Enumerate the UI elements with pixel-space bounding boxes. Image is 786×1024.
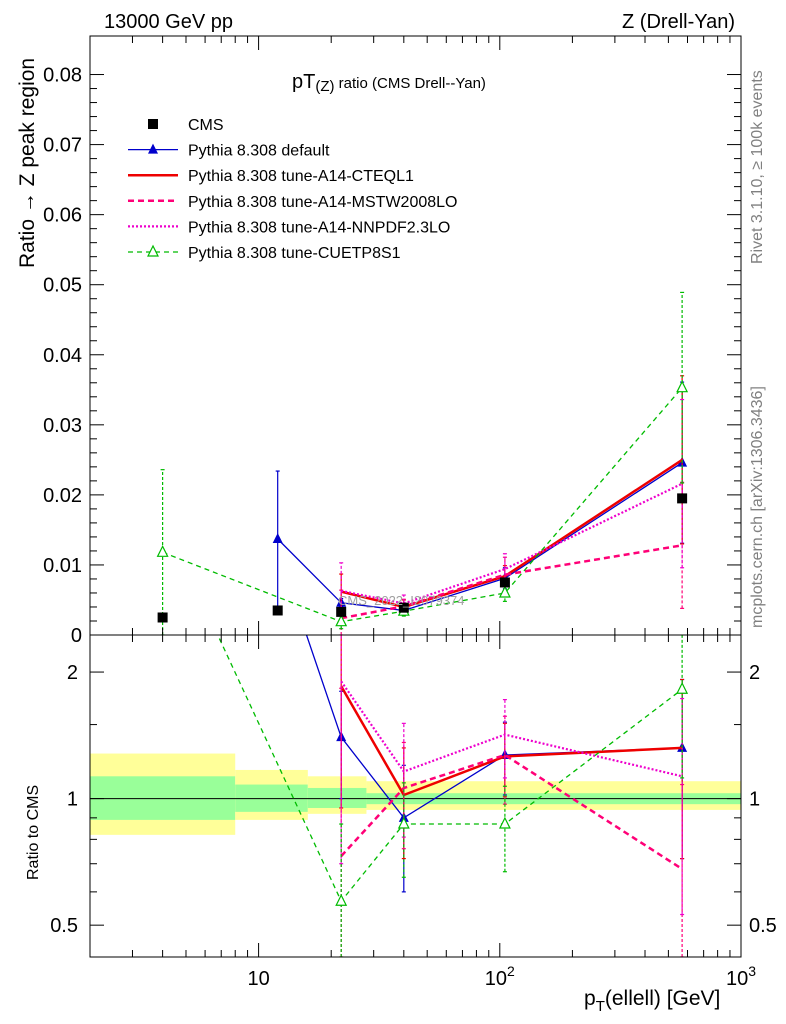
upper-point-cuetp8s1-1 <box>335 614 348 627</box>
header-left: 13000 GeV pp <box>104 11 233 33</box>
lower-ytick-label-1: 1 <box>67 789 78 811</box>
legend-marker-cms <box>148 119 158 129</box>
upper-ytick-label-0: 0 <box>71 625 82 647</box>
xtick-label-1: 102 <box>485 963 515 990</box>
upper-point-cms-0 <box>157 612 168 623</box>
title-sub: (Z) <box>315 78 334 95</box>
lower-band-layer <box>90 753 741 835</box>
legend: CMS Pythia 8.308 default Pythia 8.308 tune… <box>128 117 457 262</box>
legend-label-default: Pythia 8.308 default <box>188 143 330 160</box>
upper-ytick-label-8: 0.08 <box>43 65 82 87</box>
legend-label-cteql1: Pythia 8.308 tune-A14-CTEQL1 <box>188 168 414 185</box>
lower-point-cuetp8s1-3 <box>498 816 511 829</box>
xlabel-main: p <box>584 987 596 1010</box>
ratio-band-inner-2 <box>307 787 367 808</box>
ratio-band-inner-0 <box>90 776 236 820</box>
upper-point-cuetp8s1-0 <box>156 544 169 557</box>
upper-point-cms-5 <box>677 493 688 504</box>
header-right: Z (Drell-Yan) <box>622 11 735 33</box>
lower-ytick-label-right-2: 2 <box>749 662 760 684</box>
upper-ytick-label-7: 0.07 <box>43 135 82 157</box>
lower-point-cuetp8s1-1 <box>335 893 348 906</box>
title-main: pT <box>292 71 315 93</box>
upper-ytick-label-1: 0.01 <box>43 555 82 577</box>
lower-ytick-label-2: 2 <box>67 662 78 684</box>
upper-point-cms-4 <box>499 577 510 588</box>
upper-ytick-label-2: 0.02 <box>43 485 82 507</box>
lower-frame <box>89 634 742 958</box>
upper-point-cms-3 <box>398 602 409 613</box>
plot-title: pT(Z) ratio (CMS Drell--Yan) <box>292 71 486 95</box>
upper-data-layer <box>156 291 689 635</box>
legend-label-mstw: Pythia 8.308 tune-A14-MSTW2008LO <box>188 194 457 211</box>
upper-series-line-mstw <box>340 544 683 620</box>
upper-point-cms-1 <box>272 605 283 616</box>
title-rest: ratio (CMS Drell--Yan) <box>335 75 486 92</box>
upper-point-cms-2 <box>336 606 347 617</box>
lower-series-line-cteql1 <box>340 685 683 797</box>
upper-series-line-nnpdf <box>340 482 683 605</box>
upper-point-default-0 <box>272 533 283 544</box>
ylabel-bottom: Ratio to CMS <box>25 785 42 880</box>
xlabel-sub: T <box>596 998 605 1015</box>
upper-axes: 0 0.01 0.02 0.03 0.04 0.05 0.06 0.07 0.08 <box>43 36 742 647</box>
upper-panel: CMS_2022_I2079374 00.010.020.030.040.050… <box>43 35 742 647</box>
upper-point-cuetp8s1-4 <box>676 380 689 393</box>
lower-panel: 0.5 0.5 1 1 2 2 10 102 103 <box>50 634 777 990</box>
lower-ytick-label-0: 0.5 <box>50 915 78 937</box>
legend-marker-default <box>148 143 158 154</box>
lower-point-cuetp8s1-4 <box>676 681 689 694</box>
legend-label-cuetp8s1: Pythia 8.308 tune-CUETP8S1 <box>188 245 401 262</box>
upper-series-line-default <box>277 462 683 612</box>
upper-point-cuetp8s1-3 <box>498 585 511 598</box>
ylabel-top: Ratio → Z peak region <box>16 58 39 268</box>
lower-point-cuetp8s1-2 <box>397 816 410 829</box>
upper-series-line-cteql1 <box>340 458 683 609</box>
xlabel-rest: (ellell) [GeV] <box>605 987 721 1010</box>
lower-ytick-label-right-0: 0.5 <box>749 915 777 937</box>
upper-ytick-label-5: 0.05 <box>43 275 82 297</box>
legend-label-cms: CMS <box>188 117 224 134</box>
upper-series-line-cuetp8s1 <box>162 387 683 623</box>
lower-axes: 0.5 0.5 1 1 2 2 10 102 103 <box>50 635 777 990</box>
upper-ytick-label-3: 0.03 <box>43 415 82 437</box>
xtick-label-0: 10 <box>247 968 269 990</box>
lower-series-line-mstw <box>340 753 683 871</box>
upper-ytick-label-4: 0.04 <box>43 345 82 367</box>
lower-ytick-label-right-1: 1 <box>749 789 760 811</box>
legend-label-nnpdf: Pythia 8.308 tune-A14-NNPDF2.3LO <box>188 219 450 236</box>
upper-ytick-label-6: 0.06 <box>43 205 82 227</box>
side-mcplots: mcplots.cern.ch [arXiv:1306.3436] <box>749 386 766 628</box>
watermark: CMS_2022_I2079374 <box>338 593 465 608</box>
lower-data-layer <box>217 635 689 957</box>
side-rivet: Rivet 3.1.10, ≥ 100k events <box>749 70 766 264</box>
lower-series-line-cuetp8s1 <box>217 635 683 903</box>
lower-series-line-nnpdf <box>340 680 683 778</box>
xlabel: pT(ellell) [GeV] <box>584 987 720 1015</box>
xtick-label-2: 103 <box>726 963 756 990</box>
legend-marker-cuetp8s1 <box>147 244 159 257</box>
